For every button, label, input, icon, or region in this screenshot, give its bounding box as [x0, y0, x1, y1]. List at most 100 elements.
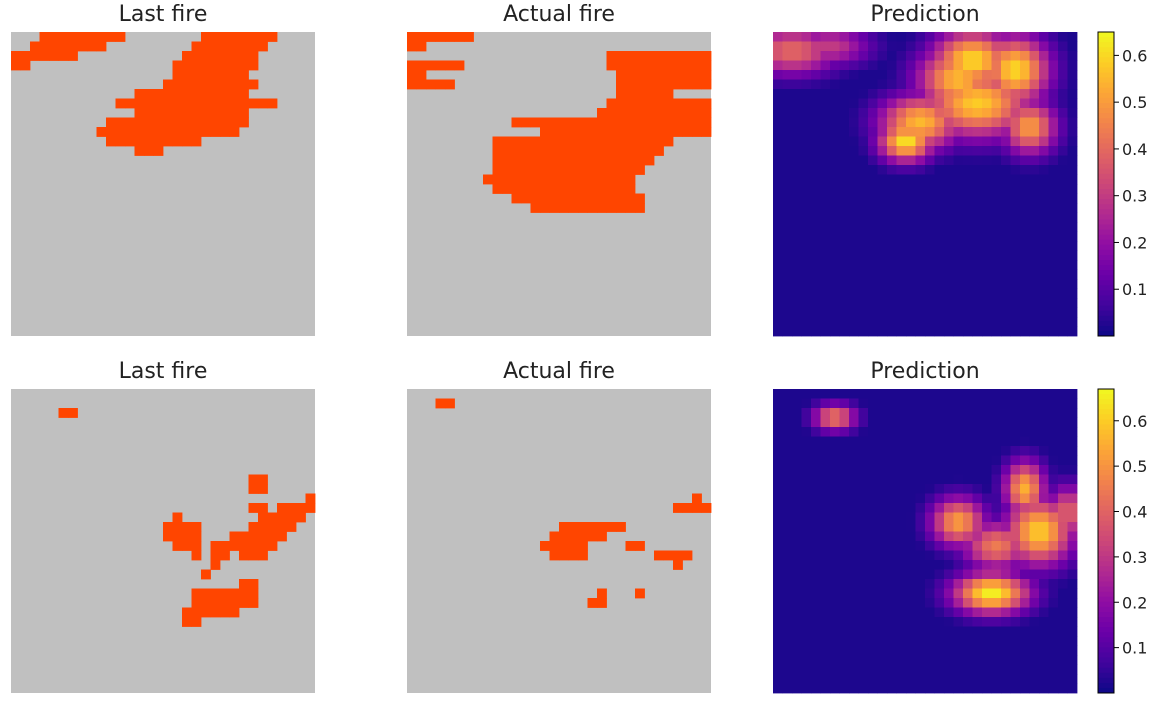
prediction-cell	[858, 70, 869, 80]
prediction-cell	[915, 493, 926, 504]
prediction-cell	[925, 212, 935, 223]
prediction-cell	[896, 212, 907, 223]
fire-cell	[701, 70, 712, 80]
colorbar-segment	[1098, 285, 1114, 291]
prediction-cell	[925, 203, 935, 213]
prediction-cell	[849, 317, 859, 327]
prediction-cell	[1039, 260, 1049, 270]
prediction-cell	[991, 484, 1002, 494]
prediction-cell	[915, 389, 926, 399]
fire-cell	[597, 127, 607, 137]
prediction-cell	[820, 222, 831, 232]
prediction-cell	[868, 193, 878, 204]
panel-2: Actual fire	[407, 2, 712, 336]
prediction-cell	[1039, 165, 1049, 175]
fire-cell	[597, 522, 607, 532]
fire-cell	[201, 117, 211, 128]
prediction-cell	[858, 250, 869, 261]
prediction-cell	[1058, 193, 1068, 204]
fire-cell	[115, 136, 126, 147]
prediction-cell	[868, 626, 878, 637]
colorbar-segment	[1098, 113, 1114, 119]
prediction-cell	[801, 203, 812, 213]
prediction-cell	[934, 493, 945, 504]
prediction-cell	[1029, 326, 1040, 337]
prediction-cell	[1010, 484, 1021, 494]
fire-cell	[144, 127, 154, 137]
prediction-cell	[1001, 389, 1011, 399]
prediction-cell	[773, 98, 783, 109]
prediction-cell	[915, 503, 926, 513]
prediction-cell	[877, 317, 888, 327]
fire-cell	[286, 522, 297, 532]
prediction-cell	[906, 307, 916, 318]
fire-cell	[511, 184, 522, 194]
fire-cell	[587, 184, 598, 194]
prediction-cell	[830, 250, 840, 261]
prediction-cell	[915, 455, 926, 466]
prediction-cell	[849, 193, 859, 204]
prediction-cell	[1020, 298, 1030, 308]
prediction-cell	[811, 512, 821, 523]
prediction-cell	[877, 503, 888, 513]
prediction-cell	[830, 146, 840, 156]
fire-cell	[578, 522, 588, 532]
prediction-cell	[896, 307, 907, 318]
prediction-cell	[1020, 108, 1030, 118]
prediction-cell	[830, 222, 840, 232]
prediction-cell	[773, 465, 783, 475]
prediction-cell	[953, 174, 964, 185]
prediction-cell	[773, 193, 783, 204]
prediction-cell	[811, 231, 821, 242]
prediction-cell	[963, 455, 973, 466]
prediction-cell	[830, 512, 840, 523]
prediction-cell	[877, 427, 888, 437]
prediction-cell	[887, 193, 897, 204]
fire-cell	[182, 531, 192, 542]
prediction-cell	[944, 436, 954, 447]
prediction-cell	[1001, 664, 1011, 675]
prediction-cell	[792, 465, 802, 475]
fire-cell	[115, 32, 126, 42]
prediction-cell	[773, 417, 783, 428]
prediction-cell	[1010, 108, 1021, 118]
prediction-cell	[982, 436, 992, 447]
prediction-cell	[896, 560, 907, 570]
colorbar-segment	[1098, 214, 1114, 220]
prediction-cell	[1029, 636, 1040, 646]
prediction-cell	[1010, 655, 1021, 665]
prediction-cell	[792, 398, 802, 409]
prediction-cell	[1039, 674, 1049, 684]
fire-cell	[635, 79, 645, 90]
prediction-cell	[944, 531, 954, 542]
fire-cell	[663, 51, 674, 61]
prediction-cell	[877, 117, 888, 128]
prediction-cell	[991, 683, 1002, 694]
prediction-cell	[887, 626, 897, 637]
prediction-cell	[944, 117, 954, 128]
fire-cell	[201, 79, 211, 90]
prediction-cell	[801, 32, 812, 42]
prediction-cell	[925, 165, 935, 175]
prediction-cell	[773, 598, 783, 608]
prediction-cell	[1067, 250, 1078, 261]
prediction-cell	[773, 645, 783, 656]
prediction-cell	[839, 484, 850, 494]
prediction-cell	[1010, 607, 1021, 618]
prediction-cell	[982, 560, 992, 570]
prediction-cell	[839, 250, 850, 261]
prediction-cell	[896, 231, 907, 242]
colorbar-segment	[1098, 123, 1114, 129]
fire-cell	[144, 117, 154, 128]
prediction-cell	[972, 184, 983, 194]
prediction-cell	[1067, 98, 1078, 109]
prediction-cell	[773, 298, 783, 308]
prediction-cell	[896, 79, 907, 90]
prediction-cell	[934, 165, 945, 175]
prediction-cell	[972, 250, 983, 261]
fire-cell	[559, 165, 569, 175]
fire-cell	[39, 51, 50, 61]
prediction-cell	[963, 674, 973, 684]
prediction-cell	[944, 455, 954, 466]
prediction-cell	[915, 636, 926, 646]
